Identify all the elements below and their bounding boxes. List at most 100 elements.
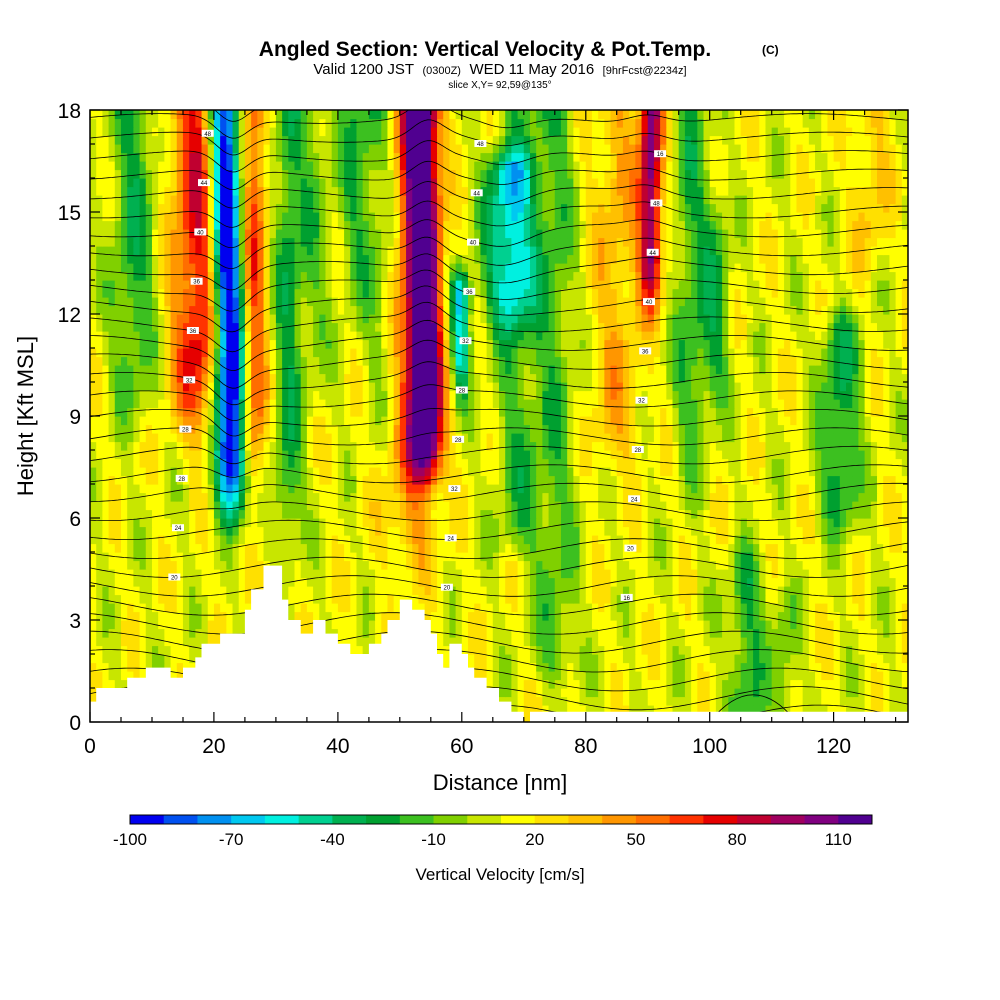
velocity-cell [870,543,878,553]
velocity-cell [691,399,698,409]
velocity-cell [777,688,785,698]
velocity-cell [170,467,178,477]
velocity-cell [604,688,612,698]
velocity-cell [678,484,686,494]
velocity-cell [381,586,389,596]
velocity-cell [542,543,550,553]
velocity-cell [350,509,358,519]
velocity-cell [381,509,389,519]
velocity-cell [653,501,661,511]
velocity-cell [579,577,587,587]
velocity-cell [672,594,680,604]
velocity-cell [108,484,116,494]
velocity-cell [641,543,649,553]
velocity-cell [306,526,314,536]
velocity-cell [883,620,891,630]
velocity-cell [790,416,798,426]
forecast-info: [9hrFcst@2234z] [603,65,687,77]
velocity-cell [170,475,178,485]
velocity-cell [468,484,475,494]
velocity-cell [96,603,103,613]
velocity-cell [870,458,878,468]
velocity-cell [759,654,767,664]
velocity-cell [523,705,531,715]
velocity-cell [554,441,562,451]
velocity-cell [226,628,234,638]
velocity-cell [573,424,581,434]
velocity-cell [846,407,853,417]
velocity-cell [734,637,742,647]
velocity-cell [802,679,810,689]
velocity-cell [449,467,457,477]
velocity-cell [604,560,612,570]
velocity-cell [660,467,667,477]
velocity-cell [300,535,308,545]
velocity-cell [852,509,860,519]
velocity-cell [226,416,234,426]
velocity-cell [833,433,841,443]
velocity-cell [176,450,184,460]
velocity-cell [635,484,643,494]
velocity-cell [127,620,134,630]
velocity-cell [120,458,128,468]
velocity-cell [666,560,674,570]
velocity-cell [492,645,500,655]
velocity-cell [753,560,760,570]
velocity-cell [709,552,717,562]
velocity-cell [567,450,574,460]
velocity-cell [195,535,203,545]
velocity-cell [251,560,258,570]
velocity-cell [771,569,779,579]
velocity-cell [213,399,221,409]
velocity-cell [554,416,562,426]
velocity-cell [604,543,612,553]
velocity-cell [201,543,209,553]
velocity-cell [269,416,277,426]
velocity-cell [808,433,816,443]
velocity-cell [771,586,779,596]
velocity-cell [145,484,153,494]
velocity-cell [207,509,215,519]
velocity-cell [362,501,370,511]
plot-area: 4844403636322828242048444036322828322420… [90,110,908,722]
velocity-cell [418,399,426,409]
velocity-cell [777,611,785,621]
velocity-cell [889,475,897,485]
velocity-cell [858,577,866,587]
velocity-cell [486,484,494,494]
velocity-cell [387,509,395,519]
velocity-cell [579,543,587,553]
velocity-cell [523,662,531,672]
velocity-cell [703,586,711,596]
velocity-cell [505,433,512,443]
velocity-cell [616,671,624,681]
velocity-cell [164,645,172,655]
velocity-cell [765,577,773,587]
velocity-cell [877,526,884,536]
velocity-cell [505,509,512,519]
velocity-cell [864,611,872,621]
velocity-cell [709,441,717,451]
velocity-cell [573,450,581,460]
velocity-cell [560,662,568,672]
velocity-cell [684,535,692,545]
velocity-cell [715,433,723,443]
velocity-cell [802,705,810,715]
velocity-cell [846,450,853,460]
velocity-cell [517,535,525,545]
velocity-cell [604,586,612,596]
velocity-cell [474,475,482,485]
velocity-cell [505,484,512,494]
velocity-cell [517,518,525,528]
velocity-cell [207,603,215,613]
velocity-cell [598,492,605,502]
velocity-cell [697,492,705,502]
velocity-cell [189,569,196,579]
velocity-cell [883,484,891,494]
velocity-cell [734,543,742,553]
velocity-cell [647,509,655,519]
velocity-cell [300,526,308,536]
velocity-cell [393,484,401,494]
velocity-cell [381,467,389,477]
velocity-cell [616,645,624,655]
